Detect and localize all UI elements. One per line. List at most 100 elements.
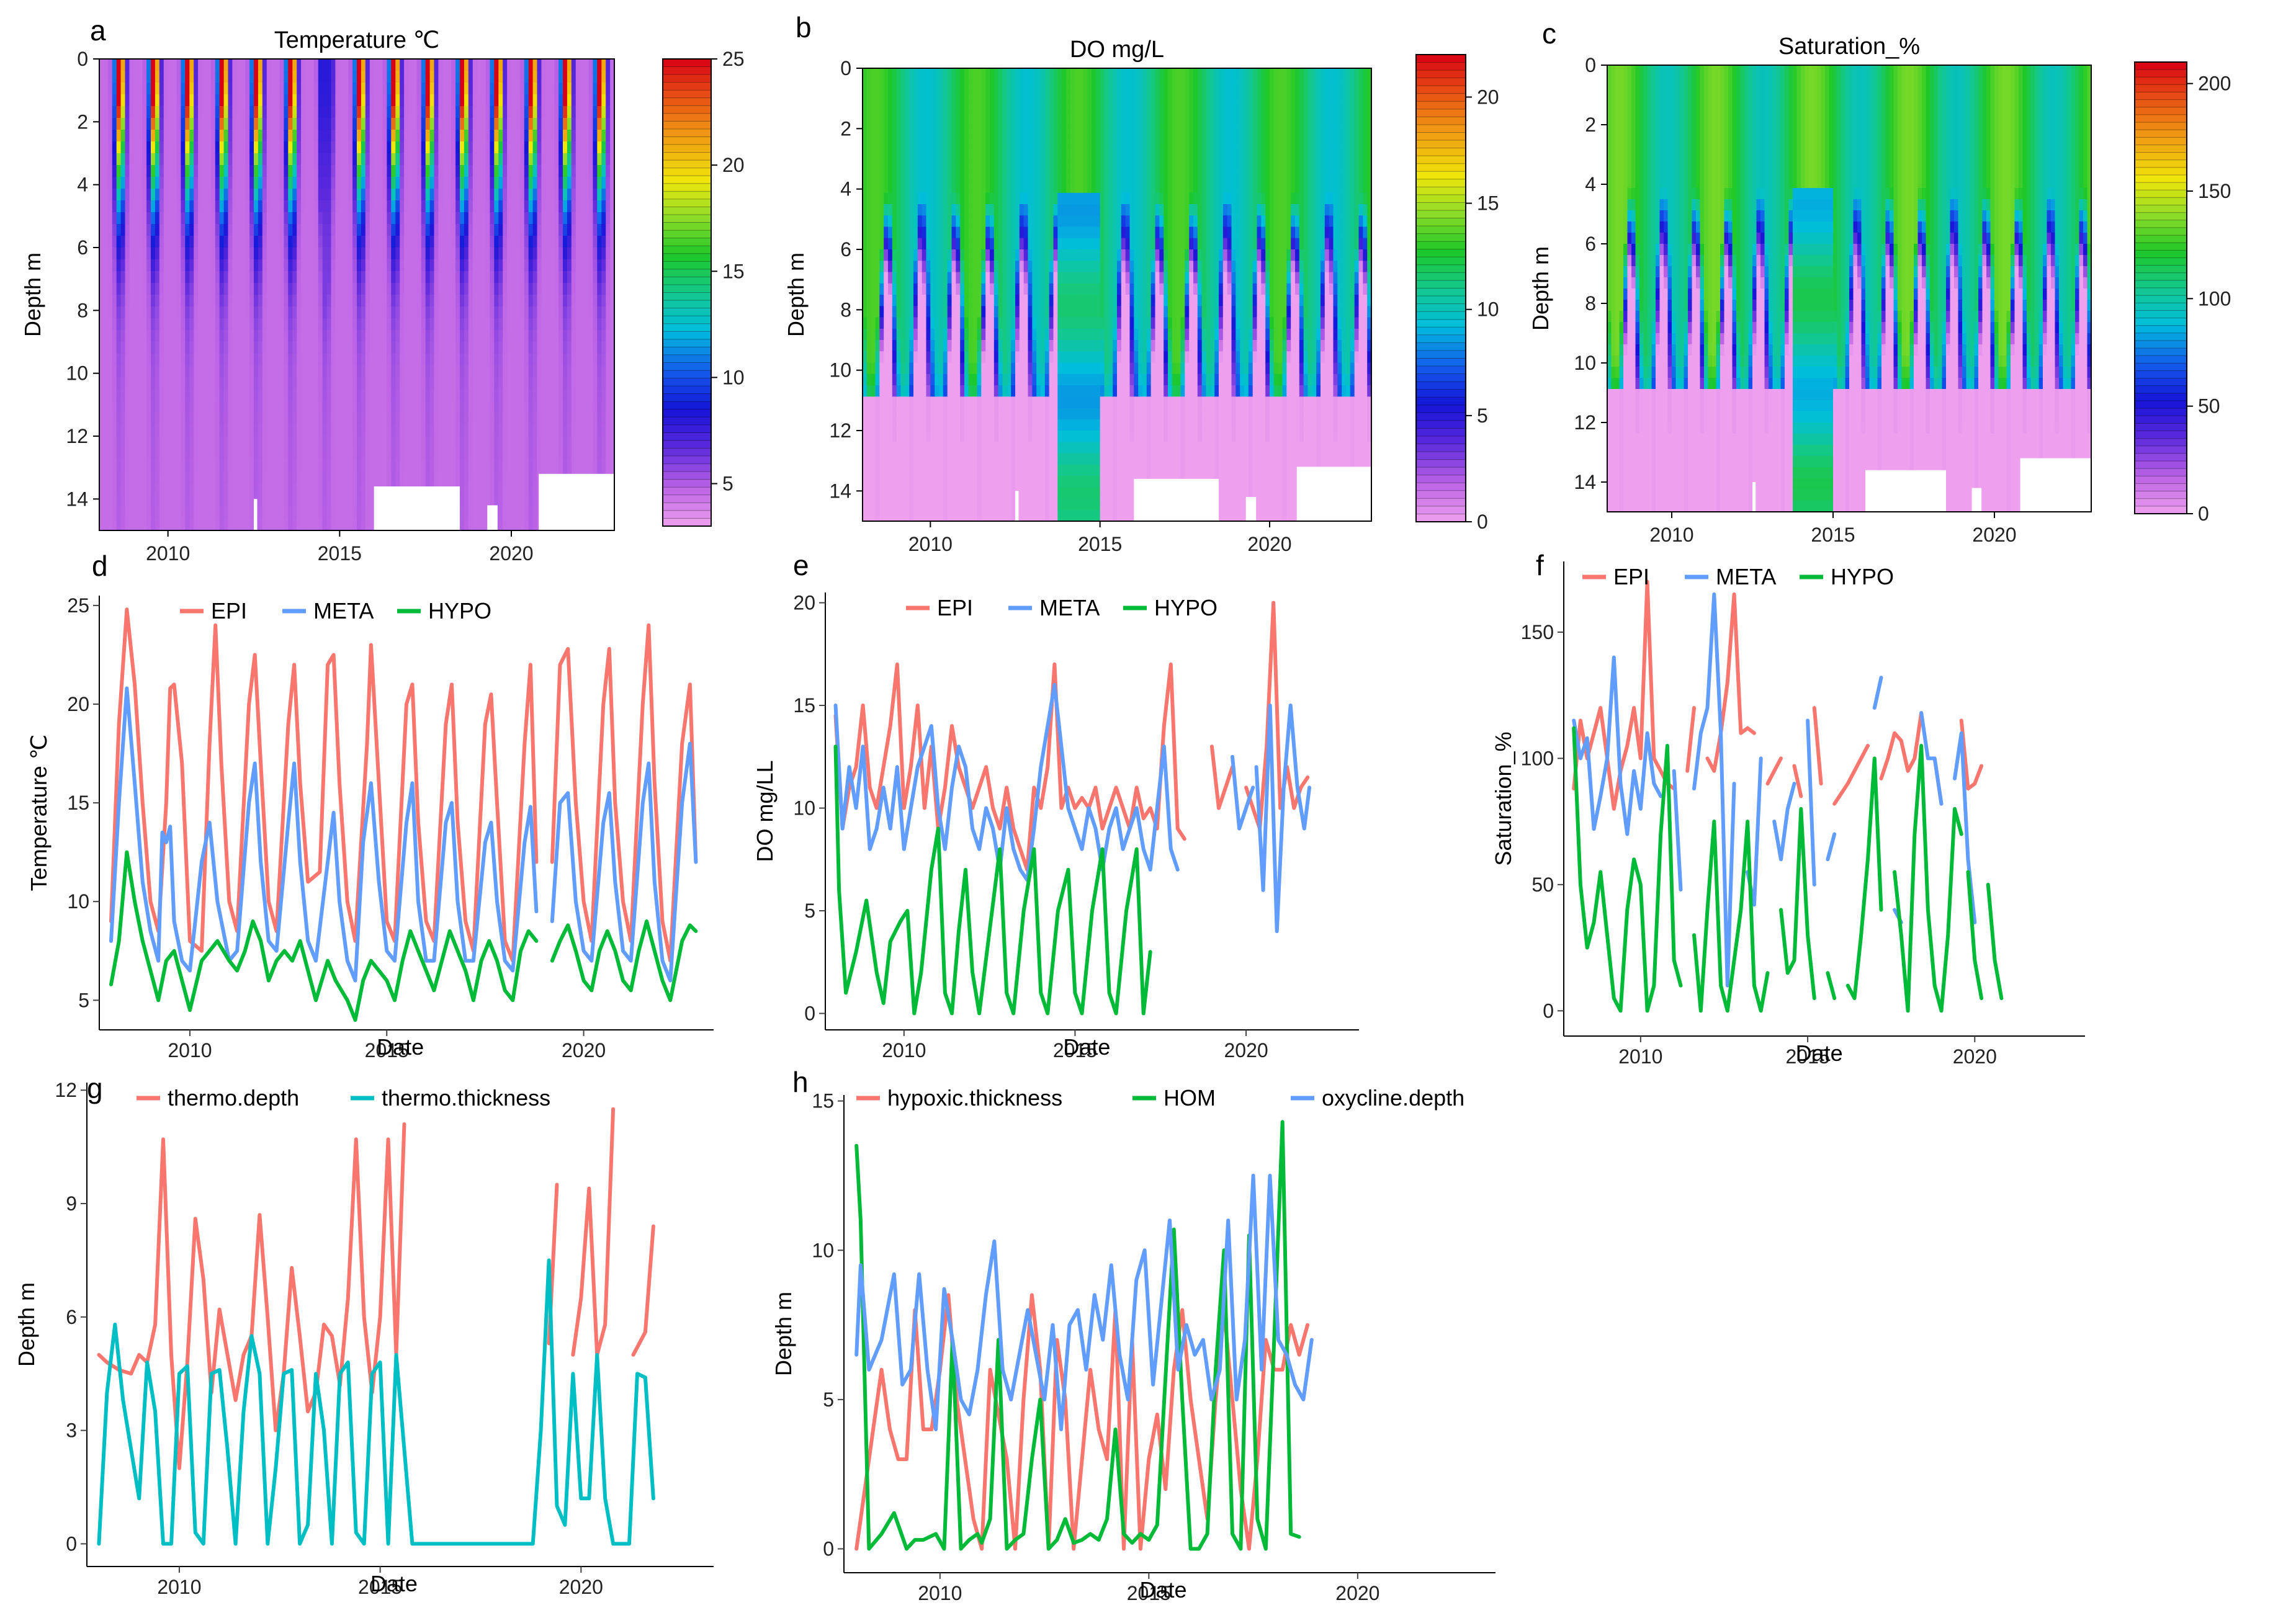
heatmap-cell [138,507,143,519]
heatmap-cell [447,141,452,154]
heatmap-cell [228,271,233,284]
heatmap-cell [309,224,315,236]
heatmap-cell [309,141,315,154]
heatmap-cell [606,212,611,225]
heatmap-cell [142,460,147,472]
heatmap-cell [382,200,387,213]
heatmap-cell [391,259,396,272]
heatmap-cell [567,413,572,425]
heatmap-cell [172,472,177,484]
heatmap-cell [541,295,546,307]
heatmap-cell [348,460,353,472]
heatmap-cell [271,436,276,449]
heatmap-cell [434,389,439,401]
heatmap-cell [99,365,104,378]
heatmap-cell [365,460,370,472]
heatmap-cell [142,401,147,413]
heatmap-cell [107,130,113,142]
heatmap-cell [168,424,173,437]
heatmap-cell [271,495,276,507]
heatmap-cell [365,212,370,225]
heatmap-cell [532,519,538,531]
heatmap-cell [395,354,400,366]
heatmap-cell [571,436,576,449]
heatmap-cell [571,377,576,390]
heatmap-cell [580,212,585,225]
heatmap-cell [507,59,512,71]
heatmap-cell [163,177,169,189]
heatmap-cell [348,495,353,507]
heatmap-cell [563,165,568,177]
y-tick-label: 4 [77,174,88,196]
heatmap-cell [554,118,559,130]
heatmap-cell [472,483,478,496]
heatmap-cell [344,177,349,189]
heatmap-cell [194,424,199,437]
heatmap-cell [146,248,151,260]
heatmap-cell [292,83,297,95]
heatmap-cell [404,71,409,83]
heatmap-cell [202,200,207,213]
heatmap-cell [563,200,568,213]
heatmap-cell [395,189,400,201]
heatmap-cell [863,226,868,239]
heatmap-cell [271,106,276,118]
heatmap-cell [258,295,263,307]
heatmap-cell [460,413,465,425]
heatmap-cell [416,318,422,331]
heatmap-cell [168,306,173,319]
heatmap-cell [532,200,538,213]
heatmap-cell [408,342,413,354]
heatmap-cell [344,130,349,142]
heatmap-cell [266,436,272,449]
heatmap-cell [863,295,868,306]
heatmap-cell [284,295,289,307]
heatmap-cell [434,342,439,354]
heatmap-cell [460,200,465,213]
heatmap-cell [348,295,353,307]
x-tick-label: 2010 [146,542,190,565]
heatmap-cell [202,295,207,307]
heatmap-cell [305,94,310,107]
heatmap-cell [215,177,220,189]
heatmap-cell [365,118,370,130]
heatmap-cell [331,413,336,425]
heatmap-cell [120,165,126,177]
heatmap-cell [352,224,357,236]
heatmap-cell [185,401,190,413]
heatmap-cell [288,483,293,496]
heatmap-cell [181,401,186,413]
heatmap-cell [485,448,490,460]
heatmap-cell [421,141,426,154]
heatmap-cell [503,189,508,201]
heatmap-cell [189,507,194,519]
heatmap-cell [279,212,284,225]
heatmap-cell [194,106,199,118]
colorbar-band [663,472,711,480]
heatmap-cell [361,59,366,71]
heatmap-cell [301,330,306,342]
heatmap-cell [331,389,336,401]
heatmap-cell [588,248,593,260]
heatmap-cell [249,424,254,437]
heatmap-cell [275,365,280,378]
heatmap-cell [206,189,212,201]
heatmap-cell [284,342,289,354]
heatmap-cell [210,460,216,472]
heatmap-cell [236,59,241,71]
heatmap-cell [507,365,512,378]
heatmap-cell [515,448,521,460]
heatmap-cell [322,495,328,507]
heatmap-cell [194,165,199,177]
heatmap-cell [365,153,370,166]
heatmap-cell [168,141,173,154]
heatmap-cell [588,460,593,472]
heatmap-cell [232,472,237,484]
heatmap-cell [271,460,276,472]
heatmap-cell [447,271,452,284]
heatmap-cell [408,236,413,248]
heatmap-cell [597,259,602,272]
heatmap-cell [305,413,310,425]
heatmap-cell [236,389,241,401]
heatmap-cell [455,365,460,378]
